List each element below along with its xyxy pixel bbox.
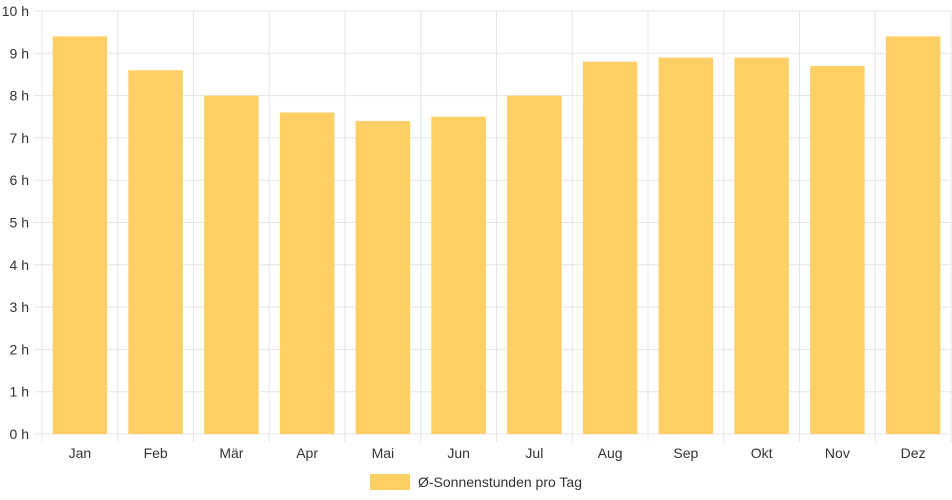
bar-sep[interactable] (658, 57, 714, 434)
x-tick-label: Aug (598, 445, 623, 461)
bar-nov[interactable] (810, 65, 865, 435)
bar-apr[interactable] (279, 112, 335, 435)
x-tick-label: Nov (825, 445, 850, 461)
x-tick-label: Jul (525, 445, 543, 461)
x-tick-label: Jun (447, 445, 470, 461)
y-tick-label: 1 h (10, 384, 29, 400)
x-tick-label: Feb (144, 445, 168, 461)
bar-dez[interactable] (885, 36, 941, 434)
bar-feb[interactable] (128, 70, 183, 434)
x-tick-label: Dez (901, 445, 926, 461)
x-tick-label: Sep (673, 445, 698, 461)
bar-series (52, 36, 941, 435)
x-tick-label: Mai (372, 445, 395, 461)
bar-jun[interactable] (431, 116, 486, 434)
bar-mär[interactable] (204, 95, 259, 434)
legend-swatch (370, 474, 410, 490)
y-tick-label: 2 h (10, 341, 29, 357)
bar-jan[interactable] (52, 36, 108, 434)
x-tick-label: Mär (219, 445, 243, 461)
bar-aug[interactable] (582, 61, 638, 434)
x-tick-label: Jan (69, 445, 92, 461)
y-tick-label: 10 h (2, 3, 29, 19)
y-tick-label: 7 h (10, 130, 29, 146)
x-tick-label: Apr (296, 445, 318, 461)
x-tick-label: Okt (751, 445, 773, 461)
y-tick-label: 5 h (10, 215, 29, 231)
y-tick-label: 0 h (10, 426, 29, 442)
y-tick-label: 3 h (10, 299, 29, 315)
bar-jul[interactable] (507, 95, 562, 434)
grid-lines (34, 10, 952, 442)
y-tick-label: 6 h (10, 172, 29, 188)
y-tick-label: 9 h (10, 45, 29, 61)
legend[interactable]: Ø-Sonnenstunden pro Tag (370, 474, 582, 490)
y-axis-ticks: 0 h 1 h 2 h 3 h 4 h 5 h 6 h 7 h 8 h 9 h 10 h (2, 3, 29, 442)
bar-okt[interactable] (734, 57, 789, 434)
legend-label[interactable]: Ø-Sonnenstunden pro Tag (418, 474, 582, 490)
x-axis-ticks: Jan Feb Mär Apr Mai Jun Jul Aug Sep Okt Nov Dez (69, 445, 926, 461)
y-tick-label: 8 h (10, 88, 29, 104)
y-tick-label: 4 h (10, 257, 29, 273)
bar-mai[interactable] (355, 120, 411, 434)
